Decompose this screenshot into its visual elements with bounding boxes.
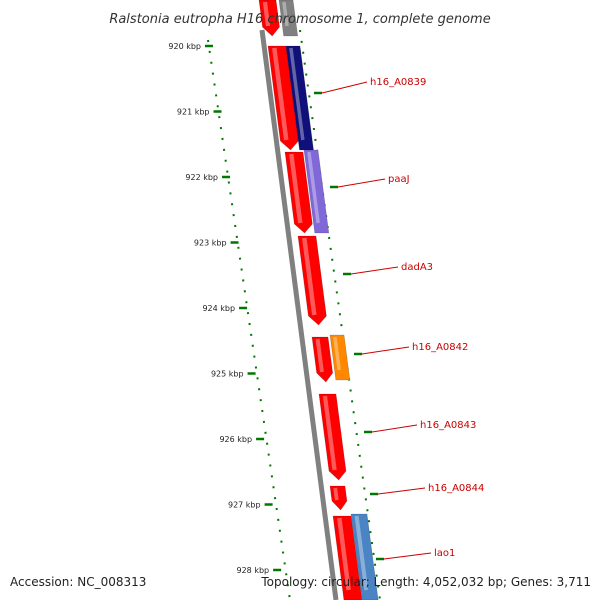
feature-highlight: [333, 487, 339, 501]
cds-arrow: [311, 336, 333, 383]
accession-text: Accession: NC_008313: [10, 575, 146, 589]
ruler-line: [207, 39, 291, 601]
gene-label[interactable]: dadA3: [401, 262, 433, 273]
gene-label[interactable]: h16_A0843: [420, 420, 476, 431]
cds-arrow: [329, 485, 348, 511]
gene-leader-line: [350, 266, 399, 275]
cds-arrow: [258, 0, 280, 37]
gene-label[interactable]: lao1: [434, 548, 455, 559]
cds-arrow: [284, 151, 313, 234]
gene-label-layer: h16_A0839 paaJ dadA3 h16_A0842 h16_A0843 h16_…: [314, 77, 484, 561]
feature-highlight: [282, 1, 289, 27]
summary-text: Topology: circular; Length: 4,052,032 bp…: [260, 575, 591, 589]
gene-leader-line: [383, 552, 432, 560]
ruler-tick-label: 922 kbp: [185, 173, 218, 182]
gene-block: [278, 0, 299, 37]
feature-highlight: [333, 336, 341, 371]
gene-block: [329, 334, 351, 381]
feature-highlight: [354, 515, 369, 591]
ruler-tick-label: 921 kbp: [177, 108, 210, 117]
ruler-tick-label: 920 kbp: [168, 42, 201, 51]
feature-highlight: [289, 47, 305, 141]
gene-label[interactable]: h16_A0839: [370, 77, 426, 88]
ruler-tick-label: 925 kbp: [211, 370, 244, 379]
feature-highlight: [322, 395, 337, 471]
gene-leader-line: [321, 81, 368, 94]
feature-highlight: [272, 47, 289, 141]
gene-leader-line: [361, 346, 410, 355]
feature-highlight: [315, 338, 324, 373]
cds-arrow: [318, 393, 347, 481]
feature-highlight: [262, 1, 271, 27]
ruler-tick-label: 927 kbp: [228, 501, 261, 510]
feature-highlight: [289, 153, 303, 224]
gene-leader-line: [371, 424, 418, 433]
ruler-line-outer: [299, 29, 381, 601]
gene-label[interactable]: h16_A0842: [412, 342, 468, 353]
chromosome-backbone: [259, 29, 339, 601]
feature-highlight: [307, 151, 320, 224]
gene-label[interactable]: h16_A0844: [428, 483, 484, 494]
map-title: Ralstonia eutropha H16 chromosome 1, com…: [109, 12, 490, 27]
cds-arrow: [267, 45, 299, 151]
cds-arrow: [297, 235, 327, 326]
gene-leader-line: [377, 487, 426, 495]
ruler-tick-label: 928 kbp: [237, 566, 270, 575]
tick-layer: 920 kbp 921 kbp 922 kbp 923 kbp 924 kbp 925 k…: [168, 42, 282, 575]
ruler-tick-label: 926 kbp: [219, 435, 252, 444]
feature-layer: [258, 0, 379, 601]
ruler-tick-label: 923 kbp: [194, 239, 227, 248]
ruler-tick-label: 924 kbp: [202, 304, 235, 313]
gene-label[interactable]: paaJ: [388, 174, 410, 185]
feature-highlight: [337, 517, 351, 591]
gene-leader-line: [337, 178, 386, 188]
feature-highlight: [302, 237, 317, 316]
gene-block: [303, 149, 330, 234]
